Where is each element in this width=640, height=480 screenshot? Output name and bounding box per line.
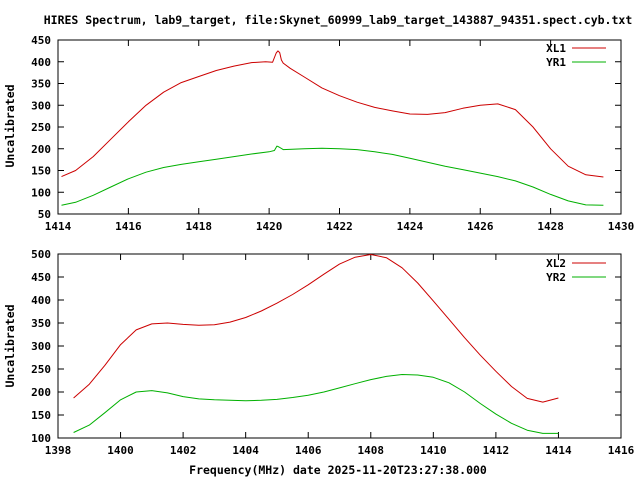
plot-panel-2: 100 150 200 250 300 350 400 450 500 1398 1400 1402 1… [31, 248, 634, 457]
legend-label-yr2: YR2 [546, 271, 566, 284]
x-tick-label: 1424 [397, 220, 424, 233]
y-tick-label: 500 [31, 248, 51, 261]
y-tick-label: 150 [31, 409, 51, 422]
series-line-xl2 [73, 254, 559, 403]
y-tick-label: 200 [31, 143, 51, 156]
y-tick-label: 250 [31, 363, 51, 376]
x-tick-label: 1430 [608, 220, 635, 233]
legend-label-yr1: YR1 [546, 56, 566, 69]
figure-title: HIRES Spectrum, lab9_target, file:Skynet… [44, 13, 633, 28]
y-tick-label: 400 [31, 294, 51, 307]
y-tick-label: 300 [31, 99, 51, 112]
y-tick-label: 450 [31, 271, 51, 284]
y-tick-label: 200 [31, 386, 51, 399]
series-line-yr1 [61, 145, 604, 206]
x-tick-label: 1428 [537, 220, 564, 233]
y-tick-label: 150 [31, 165, 51, 178]
x-tick-label: 1418 [186, 220, 213, 233]
y-tick-label: 400 [31, 56, 51, 69]
legend-label-xl2: XL2 [546, 257, 566, 270]
x-tick-label: 1414 [45, 220, 72, 233]
top-y-axis-label: Uncalibrated [3, 84, 17, 167]
series-line-yr2 [73, 374, 559, 434]
x-tick-label: 1404 [232, 444, 259, 457]
x-tick-label: 1402 [170, 444, 197, 457]
plot-panel-1: 50 100 150 200 250 300 350 400 450 1414 1416 1418 14… [31, 34, 634, 233]
x-tick-label: 1416 [115, 220, 142, 233]
x-tick-label: 1420 [256, 220, 283, 233]
y-tick-label: 300 [31, 340, 51, 353]
x-tick-label: 1412 [483, 444, 510, 457]
x-tick-label: 1422 [326, 220, 353, 233]
x-tick-label: 1410 [420, 444, 447, 457]
y-tick-label: 450 [31, 34, 51, 47]
x-tick-label: 1406 [295, 444, 322, 457]
x-tick-label: 1408 [358, 444, 385, 457]
x-tick-label: 1400 [107, 444, 134, 457]
series-line-xl1 [61, 50, 604, 178]
x-tick-label: 1416 [608, 444, 635, 457]
y-tick-label: 100 [31, 186, 51, 199]
x-tick-label: 1426 [467, 220, 494, 233]
x-tick-label: 1414 [545, 444, 572, 457]
plot-group: 50 100 150 200 250 300 350 400 450 1414 1416 1418 14… [31, 34, 634, 457]
y-tick-label: 350 [31, 317, 51, 330]
legend-label-xl1: XL1 [546, 42, 566, 55]
x-tick-label: 1398 [45, 444, 72, 457]
bottom-y-axis-label: Uncalibrated [3, 304, 17, 387]
y-tick-label: 50 [38, 208, 51, 221]
y-tick-label: 250 [31, 121, 51, 134]
x-axis-label: Frequency(MHz) date 2025-11-20T23:27:38.… [189, 463, 487, 477]
y-tick-label: 350 [31, 78, 51, 91]
y-tick-label: 100 [31, 432, 51, 445]
